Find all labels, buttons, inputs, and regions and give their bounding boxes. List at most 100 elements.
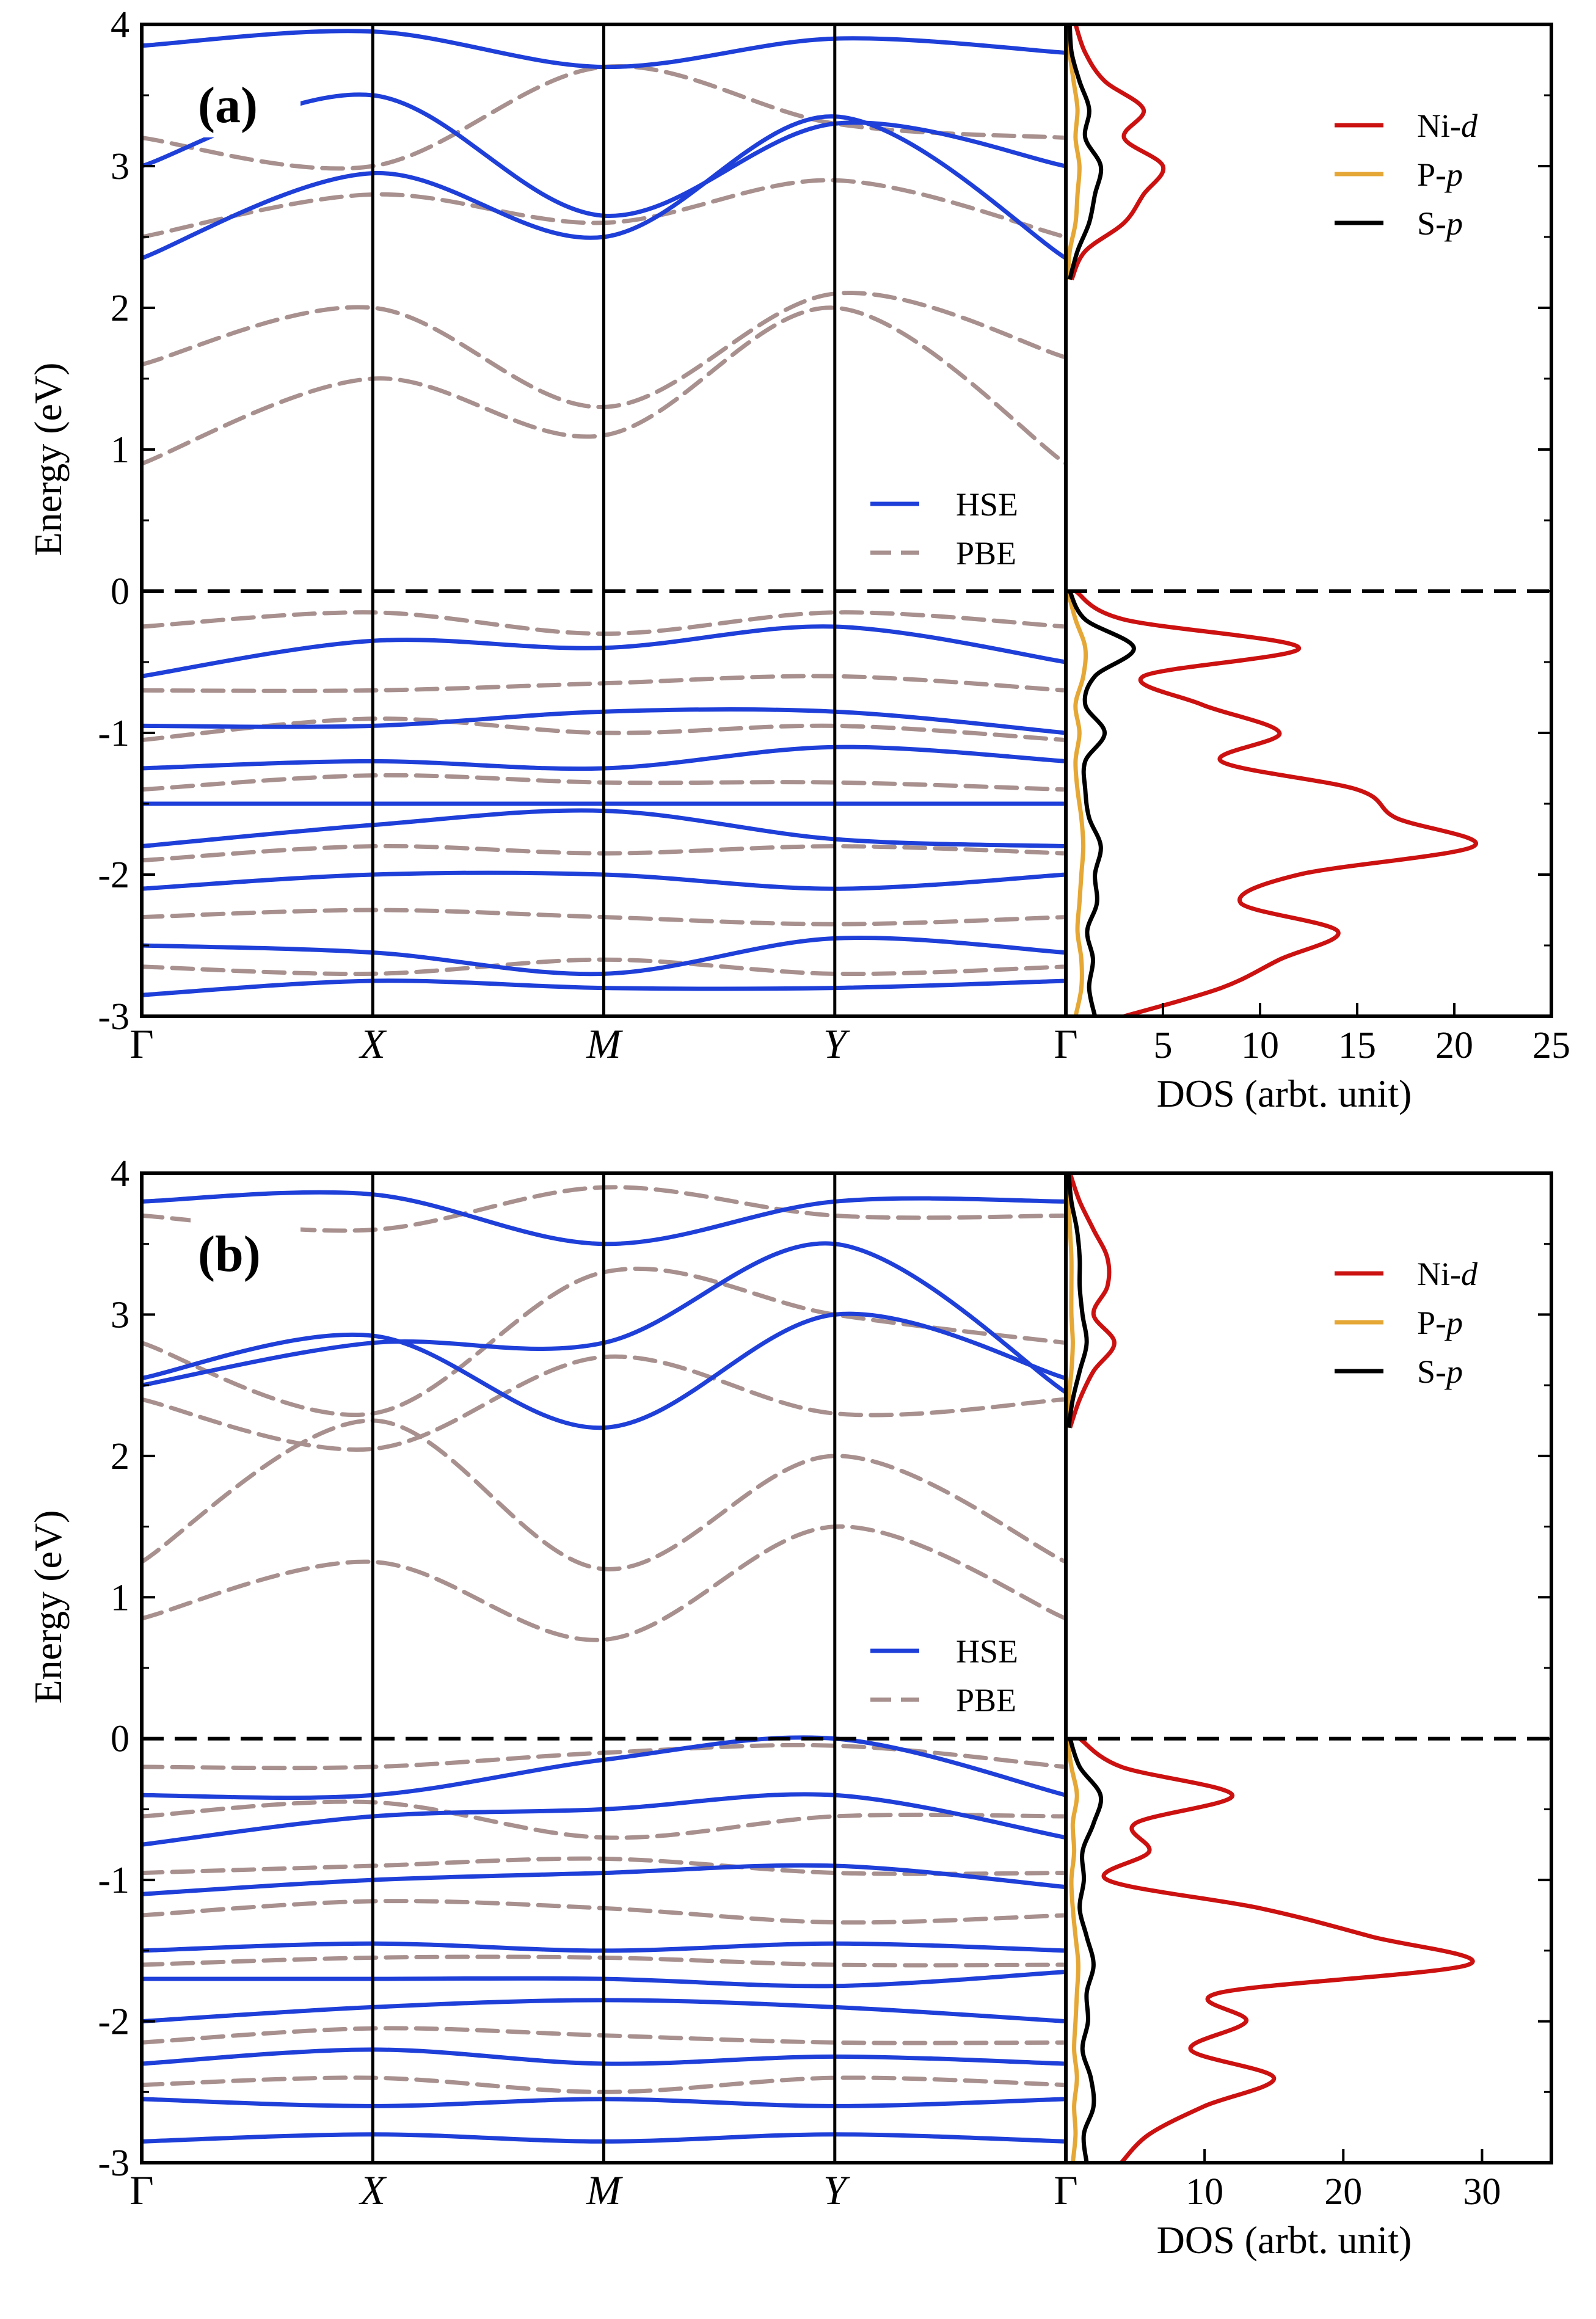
legend-hse-label-a: HSE <box>956 486 1018 523</box>
dos-p-p-curve-conduction-a <box>1066 24 1082 280</box>
panel-label-text-a: (a) <box>198 77 258 134</box>
band-ytick-label-3-a: 0 <box>111 571 129 613</box>
dos-legend-a: Ni-d P-p S-p <box>1335 107 1478 242</box>
legend-s-orbital-a: p <box>1444 205 1463 242</box>
dos-p-p-curve-conduction-b <box>1066 1173 1075 1428</box>
dos-xtick-label-0-b: 10 <box>1186 2171 1223 2213</box>
legend-s-prefix-b: S- <box>1417 1353 1446 1390</box>
legend-ni-d-label-b: Ni-d <box>1417 1256 1478 1292</box>
dos-xtick-label-0-a: 5 <box>1154 1025 1173 1066</box>
dos-xtick-label-1-b: 20 <box>1324 2171 1362 2213</box>
band-ytick-label-6-b: 3 <box>111 1294 129 1336</box>
legend-pbe-label-a: PBE <box>956 535 1016 572</box>
panel-a: Energy (eV) -3 -2 -1 0 1 2 3 4 Γ X M Y Γ 5 10 15 20 25 … <box>26 4 1570 1115</box>
panel-label-text-b: (b) <box>198 1226 261 1283</box>
kpoint-label-1-b: X <box>358 2167 387 2213</box>
legend-p-p-label-b: P-p <box>1417 1305 1463 1341</box>
dos-s-p-curve-conduction-a <box>1067 24 1104 280</box>
dos-xtick-label-1-a: 10 <box>1241 1025 1279 1066</box>
dos-xlabel-a: DOS (arbt. unit) <box>1157 1072 1412 1115</box>
dos-xtick-labels-b: 10 20 30 <box>1186 2171 1501 2213</box>
dos-plot-b: 10 20 30 DOS (arbt. unit) <box>1064 1171 1553 2262</box>
legend-hse-label-b: HSE <box>956 1633 1018 1670</box>
dos-xlabel-b: DOS (arbt. unit) <box>1157 2218 1412 2262</box>
legend-pbe-label-b: PBE <box>956 1682 1016 1719</box>
dos-s-p-curve-conduction-b <box>1066 1173 1089 1429</box>
legend-p-orbital-b: p <box>1444 1305 1463 1341</box>
dos-lines-a <box>1066 24 1478 1016</box>
band-ylabel-b: Energy (eV) <box>26 1510 70 1704</box>
kpoint-label-4-a: Γ <box>1054 1021 1077 1067</box>
dos-p-p-curve-valence-a <box>1066 591 1088 1016</box>
legend-ni-prefix-a: Ni- <box>1417 107 1461 144</box>
legend-p-prefix-b: P- <box>1417 1305 1446 1341</box>
band-ytick-labels-a: -3 -2 -1 0 1 2 3 4 <box>98 4 129 1038</box>
dos-legend-b: Ni-d P-p S-p <box>1335 1256 1478 1390</box>
band-legend-b: HSE PBE <box>870 1633 1018 1719</box>
dos-frame-a <box>1064 23 1553 1018</box>
kpoint-label-0-a: Γ <box>129 1021 153 1067</box>
panel-label-a: (a) <box>191 64 301 137</box>
panel-b: Energy (eV) -3 -2 -1 0 1 2 3 4 Γ X M Y Γ 10 20 30 DOS… <box>26 1153 1553 2262</box>
panel-label-bg-a <box>191 64 301 137</box>
kpoint-label-1-a: X <box>358 1021 387 1067</box>
dos-xtick-label-3-a: 20 <box>1435 1025 1473 1066</box>
legend-s-p-label-b: S-p <box>1417 1353 1463 1390</box>
band-plot-b: Energy (eV) -3 -2 -1 0 1 2 3 4 Γ X M Y Γ <box>26 1153 1078 2213</box>
dos-xtick-label-2-b: 30 <box>1463 2171 1501 2213</box>
dos-lines-b <box>1066 1173 1475 2163</box>
dos-ni-d-curve-conduction-b <box>1068 1173 1117 1429</box>
band-ylabel-a: Energy (eV) <box>26 363 70 556</box>
dos-ni-d-curve-valence-b <box>1078 1736 1475 2163</box>
kpoint-label-2-b: M <box>586 2167 623 2213</box>
band-ytick-label-4-b: 1 <box>111 1577 129 1618</box>
band-ytick-label-1-b: -2 <box>98 2001 129 2043</box>
dos-s-p-curve-valence-b <box>1068 1738 1104 2163</box>
dos-xtick-labels-a: 5 10 15 20 25 <box>1154 1025 1571 1066</box>
panel-label-b: (b) <box>191 1213 301 1286</box>
legend-ni-orbital-b: d <box>1461 1256 1478 1292</box>
band-ytick-label-6-a: 3 <box>111 146 129 187</box>
band-ytick-label-2-b: -1 <box>98 1860 129 1901</box>
dos-ni-d-curve-conduction-a <box>1069 24 1166 281</box>
kpoint-label-4-b: Γ <box>1054 2167 1077 2213</box>
legend-s-orbital-b: p <box>1444 1353 1463 1390</box>
legend-ni-prefix-b: Ni- <box>1417 1256 1461 1292</box>
dos-s-p-curve-valence-a <box>1068 590 1136 1016</box>
pbe-band-7-b <box>142 1524 1066 1642</box>
band-ytick-label-7-b: 4 <box>111 1153 129 1195</box>
dos-xtick-label-2-a: 15 <box>1338 1025 1376 1066</box>
legend-p-p-label-a: P-p <box>1417 156 1463 193</box>
band-ytick-label-2-a: -1 <box>98 713 129 754</box>
band-ytick-labels-b: -3 -2 -1 0 1 2 3 4 <box>98 1153 129 2184</box>
dos-frame-b <box>1064 1171 1553 2164</box>
band-ytick-label-4-a: 1 <box>111 429 129 471</box>
dos-p-p-curve-valence-b <box>1066 1738 1080 2163</box>
kpoint-label-3-b: Y <box>823 2167 850 2213</box>
band-ytick-label-5-b: 2 <box>111 1436 129 1477</box>
dos-plot-a: 5 10 15 20 25 DOS (arbt. unit) <box>1064 23 1571 1115</box>
dos-ni-d-curve-valence-a <box>1074 589 1478 1016</box>
panel-label-bg-b <box>191 1213 301 1286</box>
kpoint-label-3-a: Y <box>823 1021 850 1067</box>
band-ticks-b <box>142 1172 837 2164</box>
kpoint-label-2-a: M <box>586 1021 623 1067</box>
band-ytick-label-7-a: 4 <box>111 4 129 46</box>
legend-p-orbital-a: p <box>1444 156 1463 193</box>
dos-xtick-label-4-a: 25 <box>1532 1025 1570 1066</box>
band-legend-a: HSE PBE <box>870 486 1018 572</box>
band-ytick-label-0-b: -3 <box>98 2142 129 2184</box>
band-ytick-label-1-a: -2 <box>98 854 129 896</box>
band-ytick-label-3-b: 0 <box>111 1719 129 1760</box>
legend-ni-d-label-a: Ni-d <box>1417 107 1478 144</box>
kpoint-label-0-b: Γ <box>129 2167 153 2213</box>
hse-band-10-b <box>142 1241 1066 1395</box>
legend-p-prefix-a: P- <box>1417 156 1446 193</box>
legend-s-p-label-a: S-p <box>1417 205 1463 242</box>
legend-ni-orbital-a: d <box>1461 107 1478 144</box>
band-ytick-label-5-a: 2 <box>111 288 129 329</box>
legend-s-prefix-a: S- <box>1417 205 1446 242</box>
